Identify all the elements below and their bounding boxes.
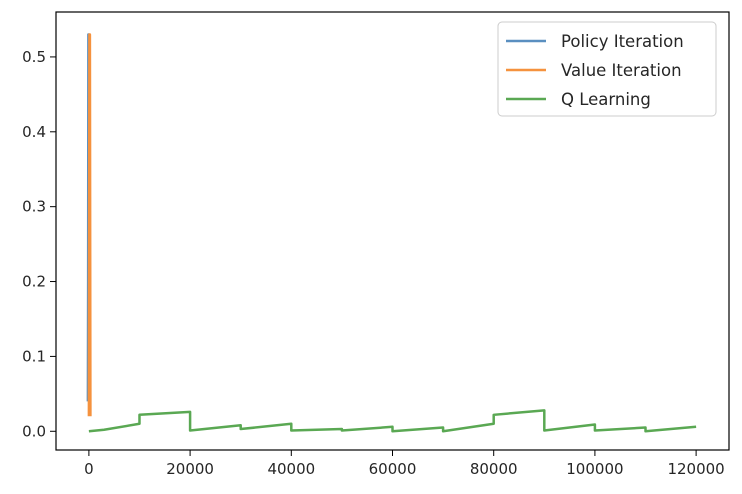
- legend-label-q-learning: Q Learning: [561, 90, 651, 109]
- legend-label-value-iteration: Value Iteration: [561, 61, 682, 80]
- series-line-value-iteration: [87, 33, 92, 417]
- legend-box: [497, 21, 717, 117]
- y-tick-label: 0.4: [22, 123, 46, 141]
- x-tick-label: 0: [84, 460, 94, 478]
- x-tick-label: 80000: [470, 460, 518, 478]
- y-tick-label: 0.0: [22, 422, 46, 440]
- series-layer: [86, 33, 697, 433]
- legend-label-policy-iteration: Policy Iteration: [561, 32, 684, 51]
- x-tick-label: 40000: [267, 460, 315, 478]
- y-tick-label: 0.1: [22, 347, 46, 365]
- series-line-q-learning: [88, 409, 697, 433]
- y-tick-label: 0.3: [22, 198, 46, 216]
- x-tick-label: 60000: [369, 460, 417, 478]
- y-tick-label: 0.5: [22, 48, 46, 66]
- x-tick-label: 120000: [667, 460, 724, 478]
- x-tick-label: 100000: [566, 460, 623, 478]
- legend: Policy Iteration Value Iteration Q Learn…: [497, 21, 717, 117]
- y-tick-label: 0.2: [22, 273, 46, 291]
- tick-layer: 0 20000 40000 60000 80000 100000 120000 0.0 0.1 0…: [22, 48, 725, 478]
- x-tick-label: 20000: [166, 460, 214, 478]
- plot-frame: [55, 11, 730, 451]
